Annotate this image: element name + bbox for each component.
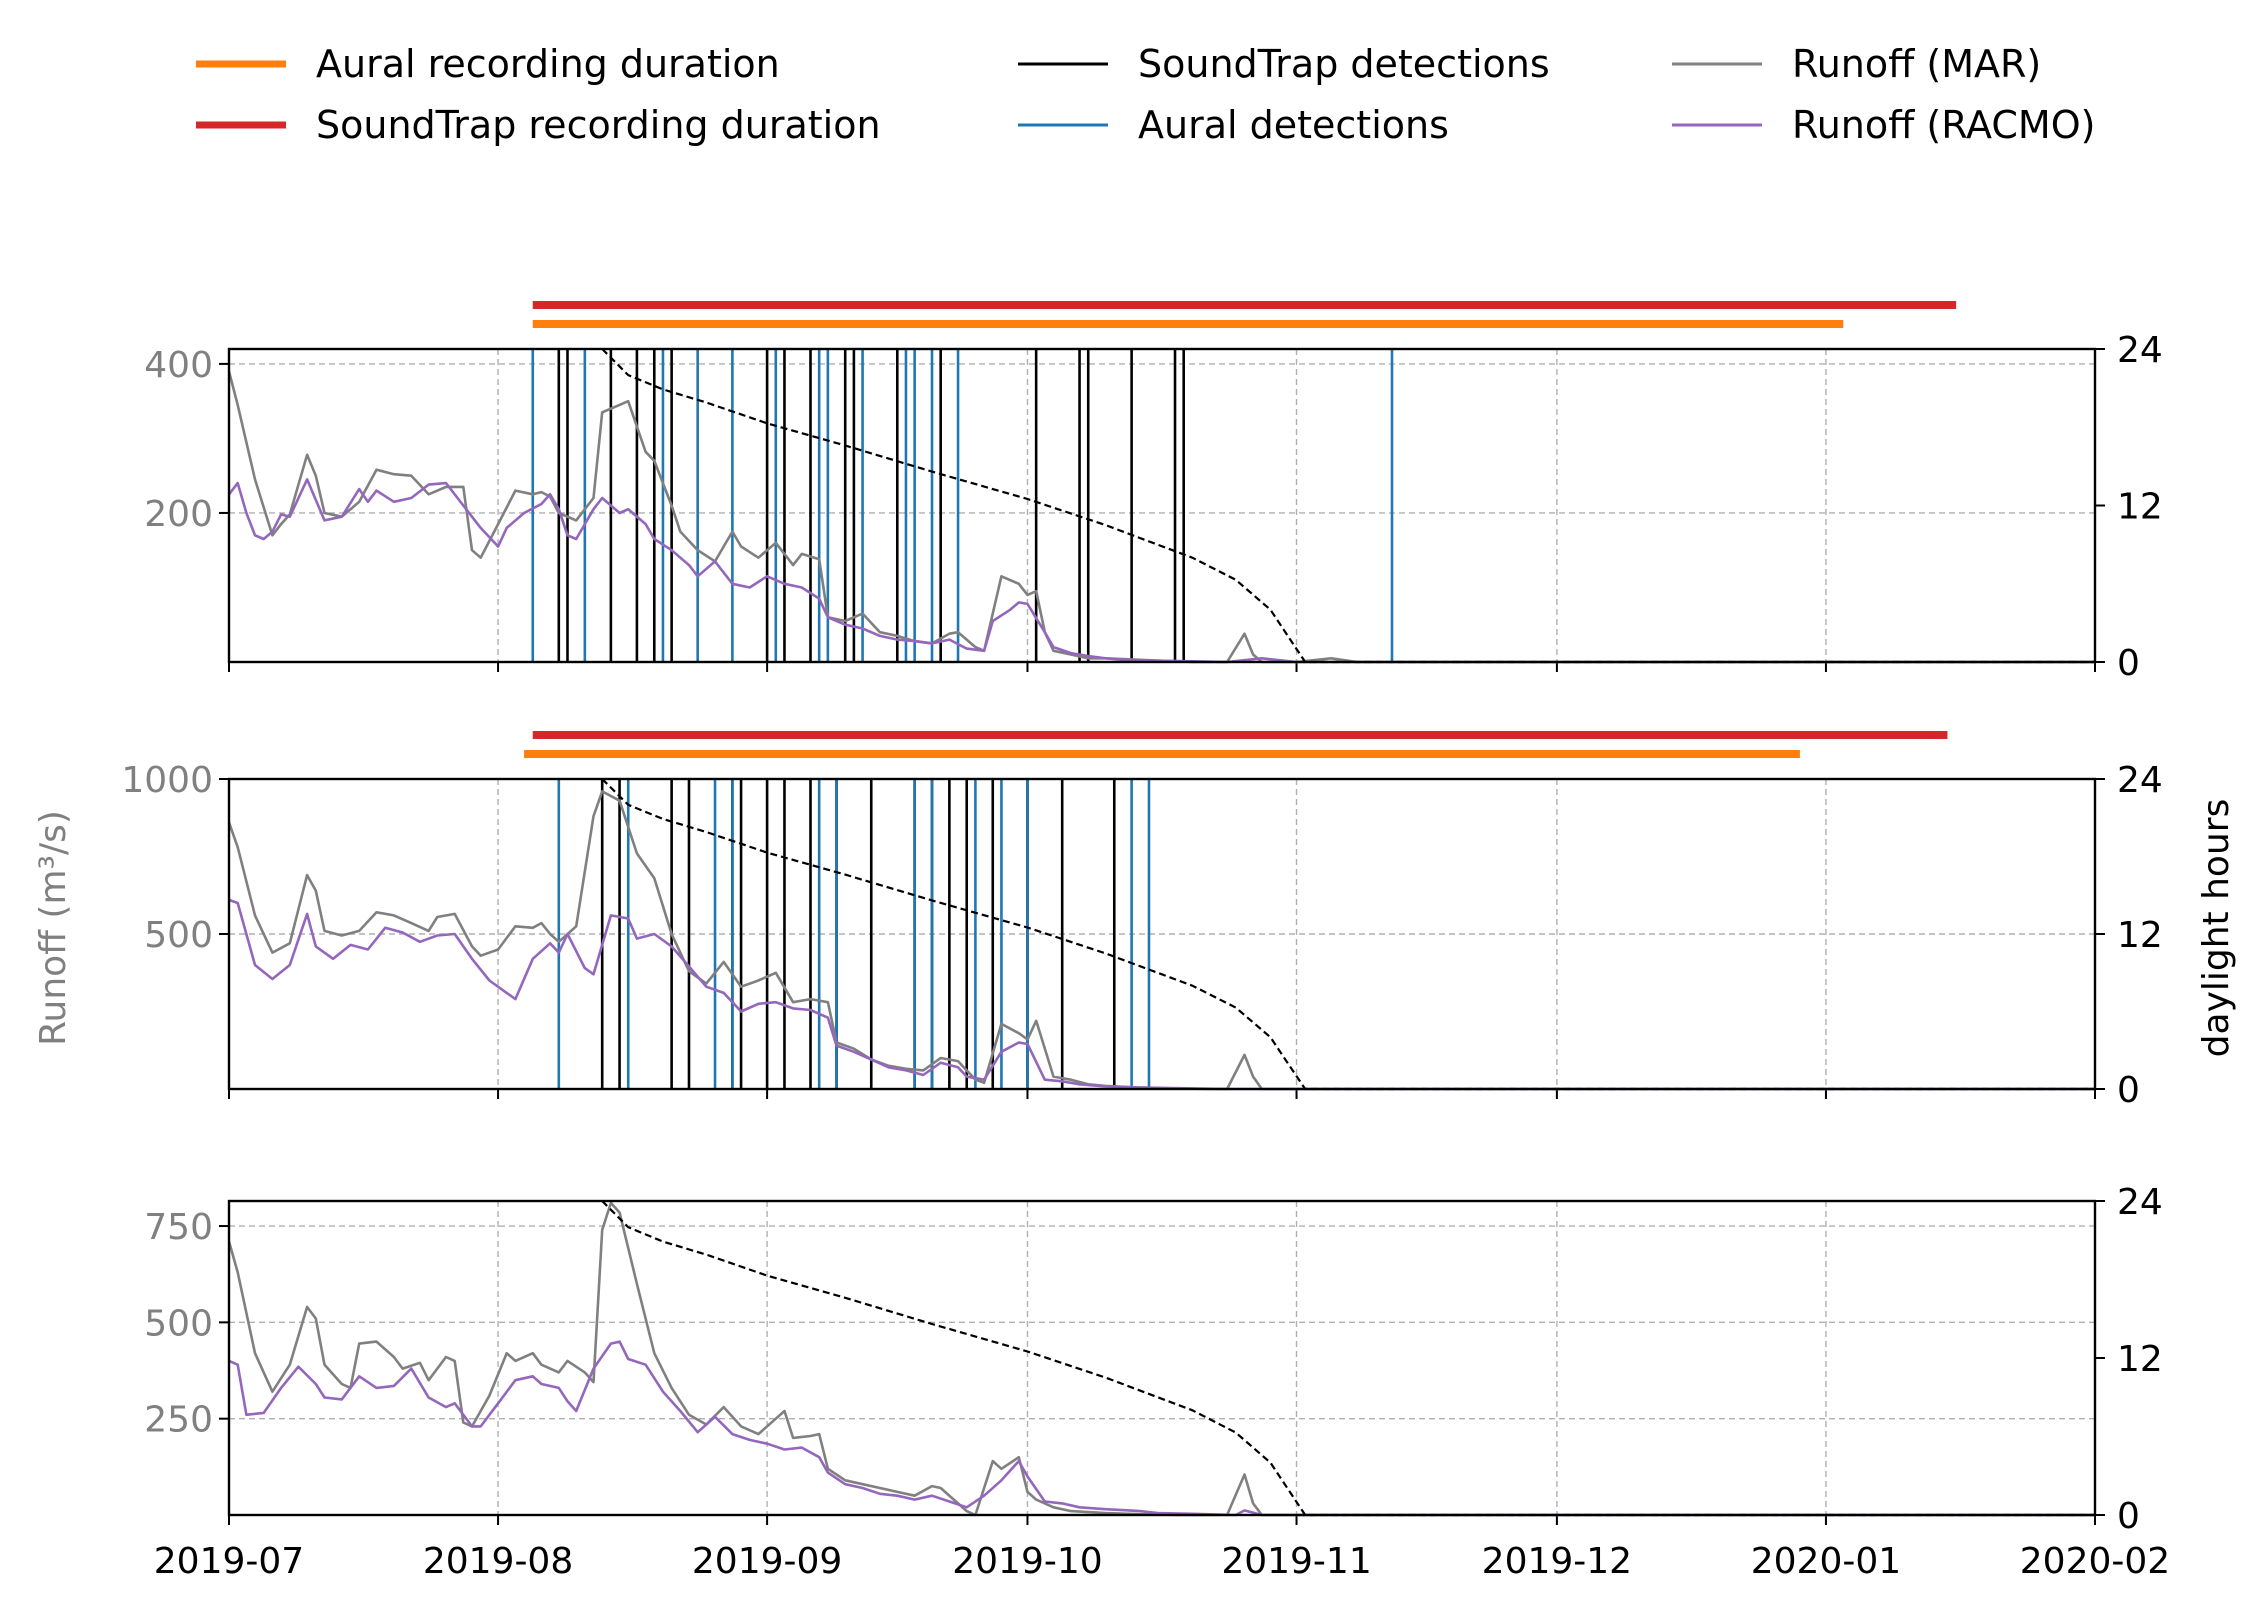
x-tick-label-2: 2019-09	[692, 1541, 842, 1582]
legend-label-1: SoundTrap recording duration	[316, 103, 881, 147]
panel-1: 200 400 0 12 24	[144, 301, 2163, 684]
x-tick-label-6: 2020-01	[1751, 1541, 1901, 1582]
panels: 200 400 0 12 24 500 1000 0 12 24 250 500 750 0 12 24	[121, 301, 2163, 1537]
daylight-hours-curve	[601, 778, 2095, 1091]
panel-3: 250 500 750 0 12 24	[144, 1182, 2163, 1537]
series-racmo-line	[228, 898, 2095, 1091]
panel-2: 500 1000 0 12 24	[121, 731, 2163, 1111]
right-tick-label-1: 12	[2117, 915, 2163, 956]
x-tick-label-3: 2019-10	[952, 1541, 1102, 1582]
legend-label-3: Aural detections	[1138, 103, 1449, 147]
x-tick-label-4: 2019-11	[1221, 1541, 1371, 1582]
x-tick-label-7: 2020-02	[2020, 1541, 2170, 1582]
series-racmo-line	[227, 478, 2095, 664]
legend-label-4: Runoff (MAR)	[1792, 42, 2041, 86]
panel-frame	[227, 777, 2097, 1091]
daylight-hours-curve	[601, 348, 2095, 664]
y-axis-label-text: Runoff	[33, 929, 74, 1046]
legend-label-0: Aural recording duration	[316, 42, 780, 86]
right-tick-label-1: 12	[2117, 487, 2163, 528]
right-tick-label-1: 12	[2117, 1339, 2163, 1380]
right-tick-label-0: 0	[2117, 643, 2140, 684]
x-tick-label-0: 2019-07	[154, 1541, 304, 1582]
shared-y-axis-label: Runoff (m³/s)	[33, 810, 74, 1046]
y-axis-label-unit: (m³/s)	[33, 810, 74, 918]
left-tick-label-0: 500	[144, 915, 213, 956]
series-mar-line	[227, 1201, 2095, 1517]
panel-frame	[227, 347, 2097, 664]
x-axis-labels: 2019-07 2019-08 2019-09 2019-10 2019-11 2019-…	[154, 1541, 2170, 1582]
right-tick-label-0: 0	[2117, 1496, 2140, 1537]
legend: Aural recording duration SoundTrap record…	[196, 42, 2095, 147]
left-tick-label-0: 250	[144, 1400, 213, 1441]
left-tick-label-1: 1000	[121, 760, 213, 801]
left-tick-label-2: 750	[144, 1207, 213, 1248]
legend-label-5: Runoff (RACMO)	[1792, 103, 2095, 147]
right-tick-label-2: 24	[2117, 760, 2163, 801]
left-tick-label-0: 200	[144, 494, 213, 535]
series-mar-line	[227, 790, 2095, 1091]
right-tick-label-2: 24	[2117, 330, 2163, 371]
left-tick-label-1: 500	[144, 1303, 213, 1344]
daylight-axis-label: daylight hours	[2196, 799, 2237, 1058]
right-tick-label-0: 0	[2117, 1070, 2140, 1111]
panel-frame	[227, 1199, 2097, 1517]
series-mar-line	[227, 371, 2095, 664]
x-tick-label-1: 2019-08	[423, 1541, 573, 1582]
x-tick-label-5: 2019-12	[1482, 1541, 1632, 1582]
series-racmo-line	[228, 1340, 2095, 1517]
left-tick-label-1: 400	[144, 345, 213, 386]
daylight-hours-curve	[601, 1200, 2095, 1517]
legend-label-2: SoundTrap detections	[1138, 42, 1550, 86]
right-tick-label-2: 24	[2117, 1182, 2163, 1223]
